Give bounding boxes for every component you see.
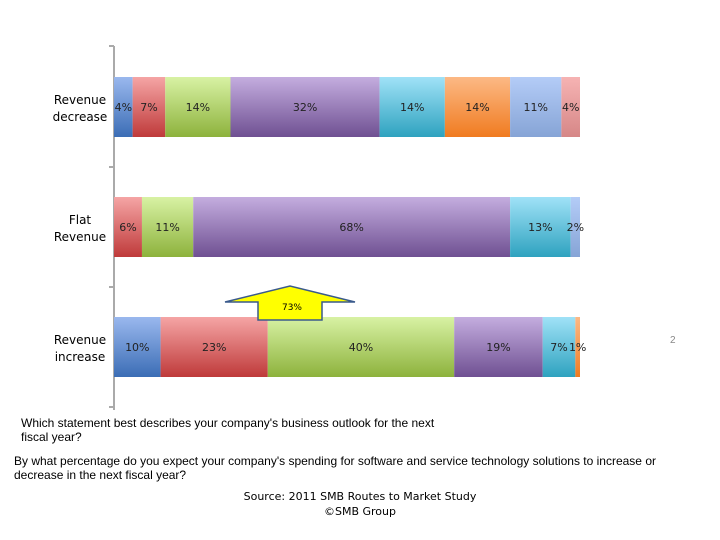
category-label: decrease — [53, 110, 108, 124]
data-label: 7% — [550, 341, 567, 354]
bar-segment — [193, 197, 511, 257]
data-label: 40% — [349, 341, 373, 354]
bar-segment — [575, 317, 580, 377]
data-label: 1% — [569, 341, 586, 354]
data-label: 14% — [186, 101, 210, 114]
bar-segment — [165, 77, 231, 137]
category-label: Revenue — [54, 230, 106, 244]
data-label: 11% — [524, 101, 548, 114]
bar-segment — [114, 77, 133, 137]
data-label: 68% — [339, 221, 363, 234]
category-axis — [109, 45, 115, 410]
category-label: increase — [55, 350, 106, 364]
category-label: Flat — [69, 213, 92, 227]
question-outlook: Which statement best describes your comp… — [21, 416, 435, 444]
source-note: Source: 2011 SMB Routes to Market Study — [243, 490, 477, 503]
data-label: 6% — [119, 221, 136, 234]
data-label: 4% — [562, 101, 579, 114]
data-label: 2% — [567, 221, 584, 234]
question-spending: By what percentage do you expect your co… — [14, 454, 656, 482]
bar-segment — [114, 317, 161, 377]
bar-segment — [454, 317, 543, 377]
bar-segment — [114, 197, 142, 257]
annotation-label: 73% — [282, 303, 302, 313]
bar-segment — [267, 317, 455, 377]
data-label: 19% — [486, 341, 510, 354]
page-number: 2 — [670, 335, 676, 346]
data-label: 11% — [155, 221, 179, 234]
bar-segment — [230, 77, 380, 137]
data-label: 4% — [115, 101, 132, 114]
bar-segment — [132, 77, 166, 137]
data-label: 14% — [465, 101, 489, 114]
category-label: Revenue — [54, 333, 106, 347]
data-label: 14% — [400, 101, 424, 114]
data-label: 23% — [202, 341, 226, 354]
data-label: 13% — [528, 221, 552, 234]
bar-segment — [444, 77, 511, 137]
bar-segment — [561, 77, 580, 137]
data-label: 7% — [140, 101, 157, 114]
bar-segment — [510, 197, 571, 257]
bar-segment — [160, 317, 268, 377]
bar-segment — [510, 77, 562, 137]
data-label: 10% — [125, 341, 149, 354]
bar-segment — [379, 77, 445, 137]
bar-segment — [542, 317, 576, 377]
bar-segment — [141, 197, 194, 257]
increase-arrow-annotation: 73% — [224, 285, 356, 321]
bar-segment — [570, 197, 580, 257]
stacked-bar-chart: 4% 7% 14% 32% 14% 14% 11% 4% 6% 11% 68% 13% 2% 10% 23%… — [53, 45, 586, 410]
category-label: Revenue — [54, 93, 106, 107]
data-label: 32% — [293, 101, 317, 114]
arrow-shape — [224, 285, 356, 321]
copyright-note: ©SMB Group — [323, 505, 396, 518]
